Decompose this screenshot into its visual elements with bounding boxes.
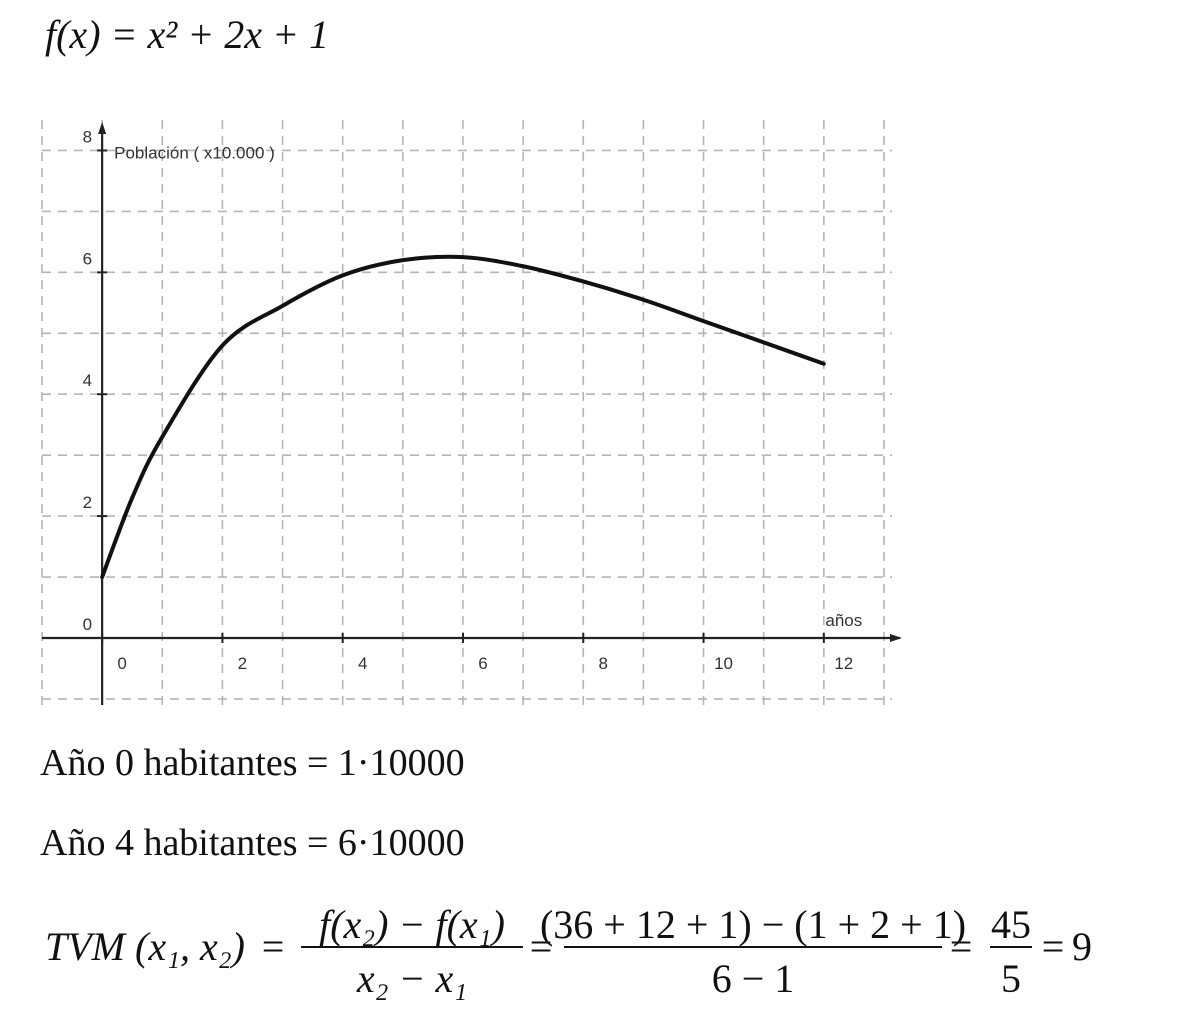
fraction-numerator: (36 + 12 + 1) − (1 + 2 + 1): [540, 902, 966, 947]
fraction-denominator: 5: [1001, 956, 1021, 1001]
equals-sign: =: [950, 924, 973, 969]
data-line: [100, 254, 826, 580]
y-tick-label: 6: [83, 249, 92, 268]
fraction-denominator: 6 − 1: [712, 956, 795, 1001]
equals-sign: =: [530, 924, 553, 969]
equals-sign: =: [1042, 924, 1065, 969]
y-tick-label: 0: [83, 615, 92, 634]
y-tick-label: 4: [83, 371, 92, 390]
x-tick-label: 8: [599, 654, 608, 673]
y-tick-label: 2: [83, 493, 92, 512]
tvm-equation: TVM (x₁, x₂) = = = f(x₂) − f(x₁) x₂ − x₁ (36 +…: [45, 902, 1092, 1001]
chart: 0 2 4 6 8 10 12 0 2 4 6 8 Población ( x10.000 ) años: [41, 120, 902, 705]
equals-sign: =: [262, 924, 285, 969]
x-tick-label: 6: [478, 654, 487, 673]
y-axis-label: Población ( x10.000 ): [114, 143, 275, 162]
x-tick-label: 2: [238, 654, 247, 673]
x-tick-label: 4: [358, 654, 367, 673]
text-line: Año 0 habitantes = 1·10000: [40, 742, 465, 784]
fraction-numerator: 45: [991, 902, 1031, 947]
y-tick-label: 8: [83, 127, 92, 146]
x-tick-label: 12: [834, 654, 853, 673]
tvm-result: 9: [1072, 924, 1092, 969]
x-tick-label: 0: [117, 654, 126, 673]
x-axis-label: años: [825, 611, 862, 630]
x-tick-label: 10: [714, 654, 733, 673]
tvm-lhs: TVM (x₁, x₂): [45, 924, 245, 969]
x-axis-arrow: [890, 633, 902, 642]
formula: f(x) = x² + 2x + 1: [45, 12, 329, 57]
fraction-numerator: f(x₂) − f(x₁): [319, 902, 505, 947]
fraction-denominator: x₂ − x₁: [356, 956, 467, 1001]
y-axis-arrow: [98, 122, 107, 134]
text-line: Año 4 habitantes = 6·10000: [40, 822, 465, 864]
